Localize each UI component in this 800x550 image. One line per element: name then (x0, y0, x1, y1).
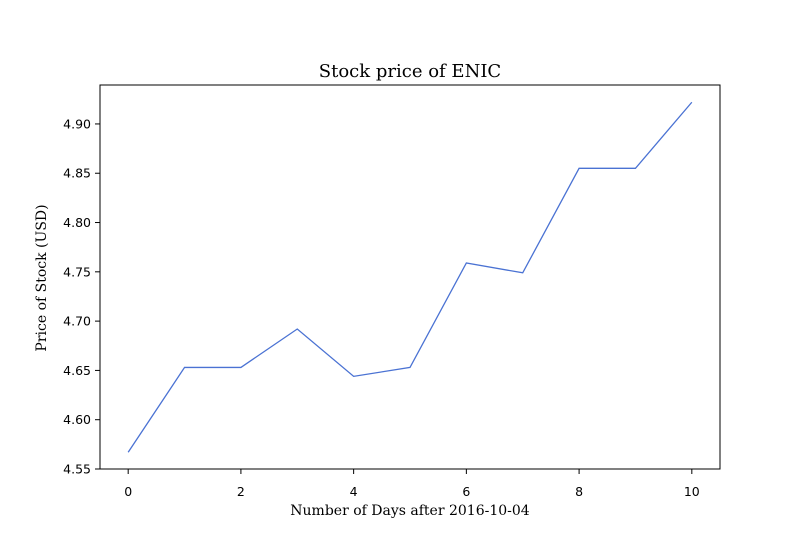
y-tick-label: 4.80 (63, 215, 91, 230)
y-tick-label: 4.55 (63, 462, 91, 477)
x-tick-label: 8 (575, 484, 583, 499)
x-axis-label: Number of Days after 2016-10-04 (290, 503, 530, 519)
y-axis-ticks: 4.55 4.60 4.65 4.70 4.75 4.80 4.85 4.90 (63, 116, 100, 477)
y-tick-label: 4.70 (63, 314, 91, 329)
x-tick-label: 10 (684, 484, 700, 499)
series-line (127, 101, 693, 453)
y-tick-label: 4.60 (63, 412, 91, 427)
x-tick-label: 4 (350, 484, 358, 499)
plot-area-frame (99, 84, 721, 470)
y-tick-label: 4.75 (63, 264, 91, 279)
y-axis-label: Price of Stock (USD) (34, 204, 50, 351)
y-tick-label: 4.85 (63, 166, 91, 181)
y-tick-label: 4.90 (63, 116, 91, 131)
x-tick-label: 0 (124, 484, 132, 499)
series-layer (127, 101, 693, 453)
x-tick-label: 6 (462, 484, 470, 499)
chart-title: Stock price of ENIC (319, 61, 501, 82)
x-tick-label: 2 (237, 484, 245, 499)
x-axis-ticks: 0 2 4 6 8 10 (124, 469, 700, 499)
y-tick-label: 4.65 (63, 363, 91, 378)
